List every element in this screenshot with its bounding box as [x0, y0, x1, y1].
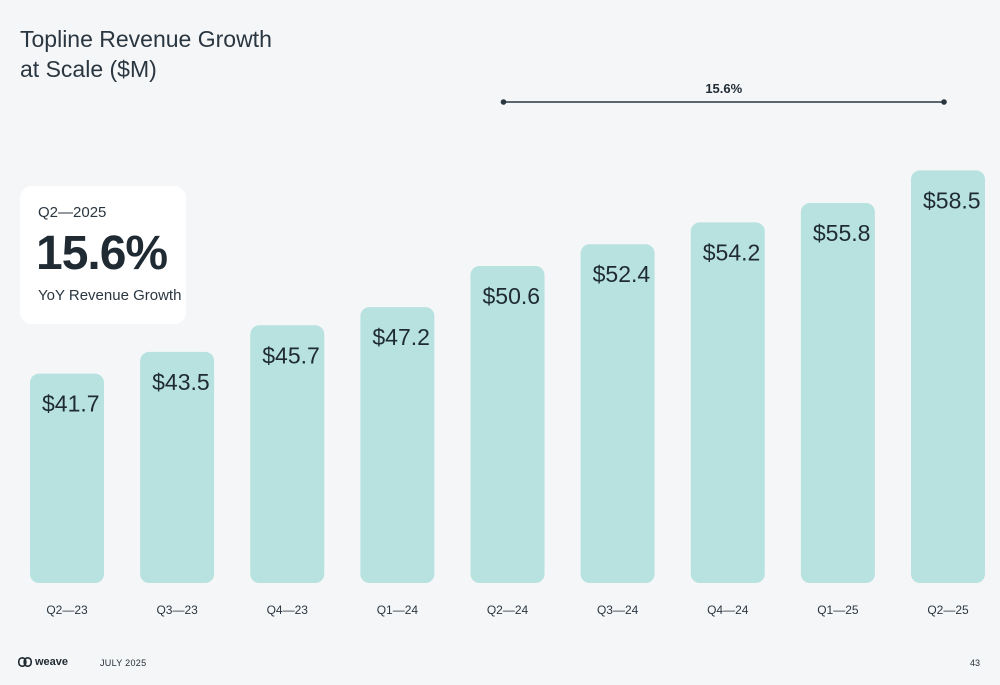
x-tick-label: Q2—24 [487, 603, 529, 617]
brand-name: weave [35, 656, 69, 668]
bar-value-label: $58.5 [923, 187, 981, 213]
x-tick-label: Q2—23 [46, 603, 88, 617]
footer-date: JULY 2025 [100, 658, 147, 668]
growth-bracket-start [500, 99, 507, 105]
bar-Q1—24 [360, 307, 435, 583]
x-tick-label: Q1—24 [377, 603, 419, 617]
x-tick-label: Q4—24 [707, 603, 749, 617]
page-number: 43 [969, 658, 980, 668]
bar-value-label: $50.6 [483, 283, 541, 309]
bar-Q4—24 [690, 222, 765, 584]
bar-Q3—24 [580, 244, 655, 583]
stat-label: YoY Revenue Growth [38, 287, 182, 304]
x-tick-label: Q4—23 [267, 603, 309, 617]
bar-value-label: $43.5 [152, 369, 210, 395]
bar-Q4—23 [250, 325, 325, 583]
page-title: Topline Revenue Growth at Scale ($M) [20, 24, 272, 84]
bar-value-label: $45.7 [262, 342, 320, 368]
stat-card: Q2—2025 15.6% YoY Revenue Growth [20, 186, 186, 324]
x-tick-label: Q3—23 [156, 603, 198, 617]
growth-annotation-label: 15.6% [705, 81, 742, 96]
bar-value-label: $55.8 [813, 220, 871, 246]
bar-value-label: $41.7 [42, 391, 100, 417]
bar-value-label: $54.2 [703, 239, 761, 265]
bar-Q2—25 [911, 170, 985, 583]
footer-logo: weave [18, 656, 68, 668]
x-tick-label: Q3—24 [597, 603, 639, 617]
bar-value-label: $47.2 [372, 324, 430, 350]
growth-bracket-end [941, 99, 947, 105]
stat-value: 15.6% [36, 227, 168, 280]
bar-Q1—25 [800, 203, 875, 583]
bar-value-label: $52.4 [593, 261, 651, 287]
title-line-1: Topline Revenue Growth [20, 26, 272, 52]
bar-Q3—23 [140, 351, 215, 583]
bar-Q2—24 [470, 265, 545, 583]
x-tick-label: Q1—25 [817, 603, 859, 617]
weave-logo-icon [18, 657, 32, 667]
x-tick-label: Q2—25 [927, 603, 969, 617]
stat-period: Q2—2025 [38, 204, 107, 221]
bar-Q2—23 [30, 373, 104, 583]
title-line-2: at Scale ($M) [20, 56, 157, 82]
